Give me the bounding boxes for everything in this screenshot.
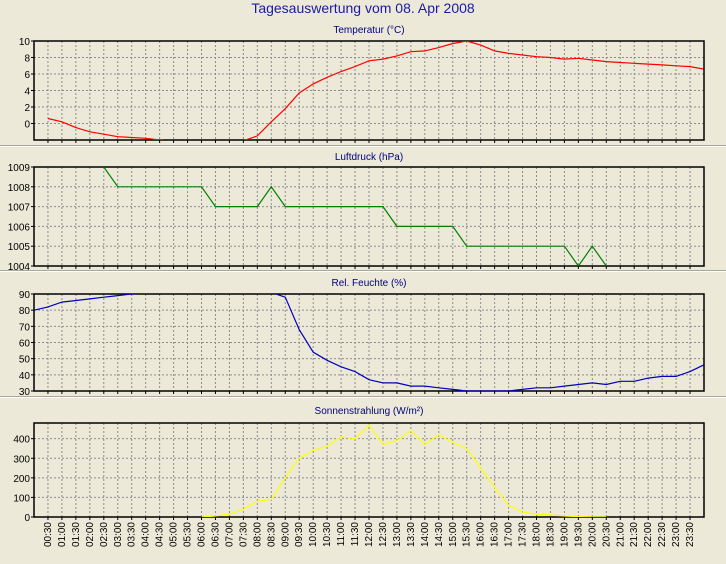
- series-line: [103, 167, 607, 266]
- x-tick-label: 14:00: [420, 522, 431, 547]
- x-tick-label: 17:00: [504, 522, 515, 547]
- x-tick-label: 22:00: [643, 522, 654, 547]
- y-tick-label: 70: [19, 322, 31, 333]
- x-tick-label: 06:30: [210, 522, 221, 547]
- panel-separator: [0, 270, 726, 272]
- x-tick-label: 08:30: [266, 522, 277, 547]
- x-tick-label: 15:00: [448, 522, 459, 547]
- y-tick-label: 0: [24, 120, 30, 131]
- x-tick-label: 03:00: [113, 522, 124, 547]
- x-tick-label: 06:00: [197, 522, 208, 547]
- x-tick-label: 19:30: [573, 522, 584, 547]
- x-tick-label: 03:30: [127, 522, 138, 547]
- report-title: Tagesauswertung vom 08. Apr 2008: [251, 0, 475, 16]
- y-tick-label: 90: [19, 290, 31, 301]
- x-tick-label: 23:30: [685, 522, 696, 547]
- x-tick-label: 18:30: [545, 522, 556, 547]
- y-tick-label: 300: [13, 454, 30, 465]
- chart-title: Temperatur (°C): [333, 25, 404, 36]
- y-tick-label: 0: [24, 513, 30, 524]
- x-tick-label: 10:00: [308, 522, 319, 547]
- x-tick-label: 15:30: [462, 522, 473, 547]
- x-tick-label: 02:30: [99, 522, 110, 547]
- series-line: [201, 424, 607, 517]
- x-tick-label: 01:00: [57, 522, 68, 547]
- y-tick-label: 1007: [8, 203, 31, 214]
- x-tick-label: 05:30: [183, 522, 194, 547]
- chart-title: Sonnenstrahlung (W/m²): [315, 406, 424, 417]
- x-tick-label: 08:00: [252, 522, 263, 547]
- x-tick-label: 11:30: [350, 522, 361, 547]
- y-tick-label: 50: [19, 355, 31, 366]
- x-tick-label: 21:30: [629, 522, 640, 547]
- x-tick-label: 12:00: [364, 522, 375, 547]
- chart-title: Rel. Feuchte (%): [331, 278, 406, 289]
- x-tick-label: 20:00: [587, 522, 598, 547]
- y-tick-label: 30: [19, 387, 31, 398]
- y-tick-label: 80: [19, 306, 31, 317]
- x-tick-label: 04:30: [155, 522, 166, 547]
- y-tick-label: 1005: [8, 242, 31, 253]
- x-tick-label: 21:00: [615, 522, 626, 547]
- x-tick-label: 04:00: [141, 522, 152, 547]
- x-tick-label: 22:30: [657, 522, 668, 547]
- y-tick-label: 6: [24, 70, 30, 81]
- x-tick-label: 02:00: [85, 522, 96, 547]
- plot-background: [34, 423, 704, 517]
- x-tick-label: 18:00: [532, 522, 543, 547]
- y-tick-label: 4: [24, 87, 30, 98]
- x-tick-label: 11:00: [336, 522, 347, 547]
- y-tick-label: 2: [24, 103, 30, 114]
- y-tick-label: 60: [19, 339, 31, 350]
- x-tick-label: 19:00: [559, 522, 570, 547]
- y-tick-label: 8: [24, 54, 30, 65]
- x-tick-label: 13:00: [392, 522, 403, 547]
- x-tick-label: 01:30: [71, 522, 82, 547]
- x-tick-label: 12:30: [378, 522, 389, 547]
- series-line: [47, 41, 704, 140]
- x-tick-label: 07:00: [224, 522, 235, 547]
- y-tick-label: 1008: [8, 183, 31, 194]
- x-tick-label: 16:00: [476, 522, 487, 547]
- y-tick-label: 10: [19, 37, 31, 48]
- x-tick-label: 20:30: [601, 522, 612, 547]
- y-tick-label: 100: [13, 493, 30, 504]
- y-tick-label: 200: [13, 474, 30, 485]
- x-tick-label: 23:00: [671, 522, 682, 547]
- x-tick-label: 09:00: [280, 522, 291, 547]
- x-tick-label: 14:30: [434, 522, 445, 547]
- y-tick-label: 1006: [8, 222, 31, 233]
- x-tick-label: 16:30: [490, 522, 501, 547]
- y-tick-label: 40: [19, 371, 31, 382]
- x-tick-label: 10:30: [322, 522, 333, 547]
- x-tick-label: 05:00: [169, 522, 180, 547]
- y-tick-label: 1004: [8, 262, 31, 273]
- panel-separator: [0, 396, 726, 398]
- x-tick-label: 13:30: [406, 522, 417, 547]
- y-tick-label: 1009: [8, 163, 31, 174]
- y-tick-label: 400: [13, 435, 30, 446]
- series-line: [34, 294, 704, 391]
- x-tick-label: 00:30: [43, 522, 54, 547]
- chart-title: Luftdruck (hPa): [335, 152, 403, 163]
- x-tick-label: 07:30: [238, 522, 249, 547]
- panel-separator: [0, 145, 726, 147]
- x-tick-label: 17:30: [518, 522, 529, 547]
- x-tick-label: 09:30: [294, 522, 305, 547]
